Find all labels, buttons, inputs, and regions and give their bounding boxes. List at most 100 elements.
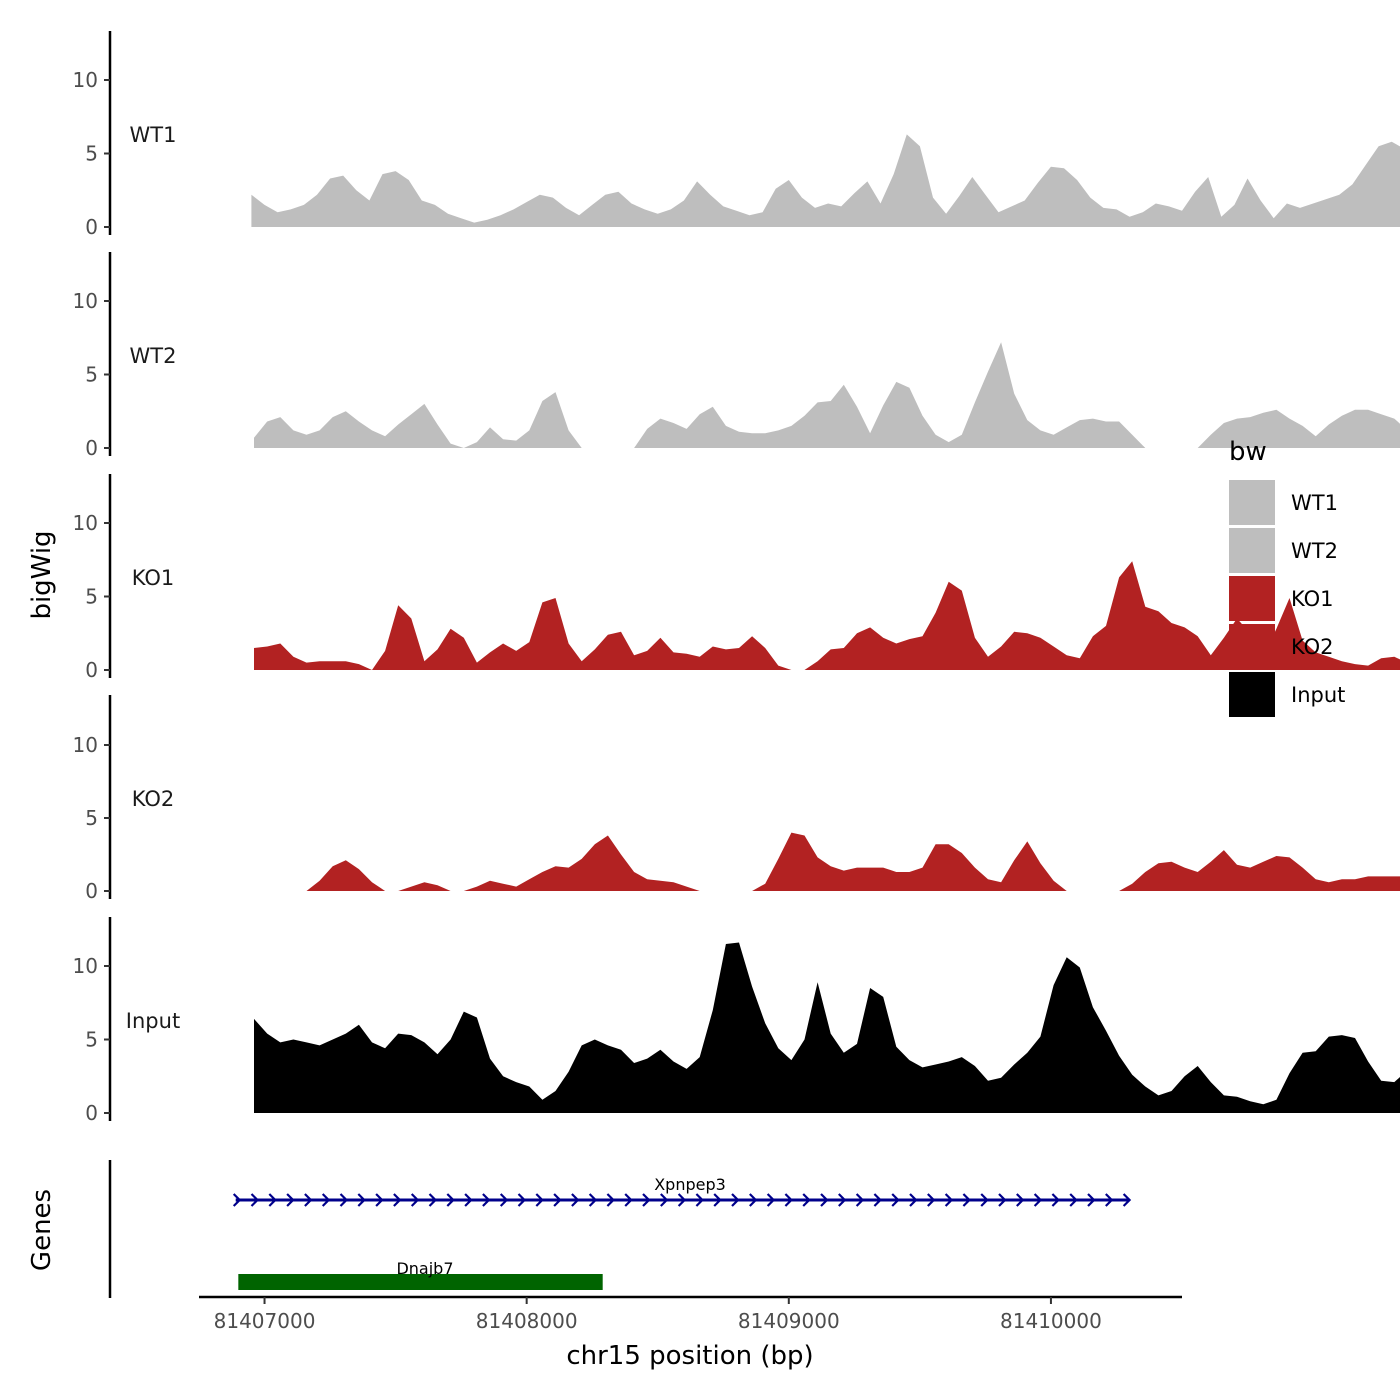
y-tick-label: 0 bbox=[85, 436, 98, 460]
strand-arrow bbox=[642, 1193, 651, 1207]
y-tick-label: 10 bbox=[73, 511, 98, 535]
strand-arrow bbox=[766, 1193, 776, 1207]
y-tick-label: 10 bbox=[73, 954, 98, 978]
strand-arrow bbox=[1033, 1193, 1043, 1207]
strand-arrow bbox=[695, 1193, 704, 1207]
legend-entries: WT1 WT2 KO1 KO2 Input bbox=[1229, 480, 1345, 717]
tracks-layer: 0 5 10 WT1 0 5 10 WT2 0 5 10 KO1 0 5 10 KO2 0 5 10 Input bbox=[73, 31, 1400, 1125]
y-tick-label: 5 bbox=[85, 142, 98, 166]
strand-arrow bbox=[553, 1193, 562, 1207]
strand-arrow bbox=[1087, 1193, 1096, 1207]
x-axis-title: chr15 position (bp) bbox=[566, 1341, 813, 1371]
signal-area-input bbox=[254, 942, 1400, 1113]
strand-arrow bbox=[838, 1193, 847, 1207]
x-tick-label: 81408000 bbox=[476, 1309, 578, 1333]
strand-arrow bbox=[980, 1193, 989, 1207]
signal-area-ko2 bbox=[254, 832, 1400, 891]
track-input: 0 5 10 Input bbox=[73, 917, 1400, 1125]
gene-label-xpnpep3: Xpnpep3 bbox=[654, 1175, 726, 1194]
x-axis: 81407000 81408000 81409000 81410000 bbox=[199, 1295, 1182, 1333]
strand-arrow bbox=[606, 1193, 615, 1207]
x-tick-label: 81410000 bbox=[1000, 1309, 1102, 1333]
strand-arrow bbox=[1105, 1193, 1114, 1207]
strand-arrow bbox=[393, 1193, 402, 1207]
strand-arrow bbox=[891, 1193, 900, 1207]
gene-label-dnajb7: Dnajb7 bbox=[396, 1259, 453, 1278]
track-ko1: 0 5 10 KO1 bbox=[73, 474, 1400, 682]
genes-axis-title: Genes bbox=[27, 1189, 57, 1271]
track-label: KO1 bbox=[132, 566, 175, 590]
legend-key-input bbox=[1229, 672, 1275, 717]
track-label: KO2 bbox=[132, 787, 175, 811]
y-axis-title: bigWig bbox=[27, 530, 57, 619]
legend-key-ko2 bbox=[1229, 624, 1275, 669]
y-tick-label: 10 bbox=[73, 289, 98, 313]
y-tick-label: 10 bbox=[73, 68, 98, 92]
strand-arrow bbox=[944, 1193, 954, 1207]
strand-arrow bbox=[357, 1193, 366, 1207]
x-tick-label: 81409000 bbox=[738, 1309, 840, 1333]
strand-arrow bbox=[624, 1193, 633, 1207]
strand-arrow bbox=[713, 1193, 722, 1207]
strand-arrow bbox=[250, 1193, 260, 1207]
legend-key-wt2 bbox=[1229, 528, 1275, 573]
track-label: Input bbox=[126, 1009, 180, 1033]
strand-arrow bbox=[731, 1193, 740, 1207]
strand-arrow bbox=[749, 1193, 758, 1207]
strand-arrow bbox=[428, 1193, 438, 1207]
legend-key-ko1 bbox=[1229, 576, 1275, 621]
strand-arrow bbox=[998, 1193, 1007, 1207]
strand-arrow bbox=[304, 1193, 313, 1207]
strand-arrow bbox=[927, 1193, 936, 1207]
x-tick-label: 81407000 bbox=[214, 1309, 316, 1333]
strand-arrow bbox=[873, 1193, 882, 1207]
track-wt2: 0 5 10 WT2 bbox=[73, 252, 1400, 460]
legend-label: Input bbox=[1291, 683, 1345, 707]
strand-arrow bbox=[321, 1193, 331, 1207]
strand-arrow bbox=[482, 1193, 491, 1207]
legend-title: bw bbox=[1229, 437, 1267, 467]
strand-arrow bbox=[286, 1193, 295, 1207]
strand-arrow bbox=[268, 1193, 277, 1207]
strand-arrow bbox=[677, 1193, 687, 1207]
strand-arrow bbox=[375, 1193, 384, 1207]
gene-block-dnajb7 bbox=[238, 1274, 603, 1290]
strand-arrow bbox=[571, 1193, 580, 1207]
strand-arrow bbox=[1069, 1193, 1078, 1207]
legend-key-wt1 bbox=[1229, 480, 1275, 525]
strand-arrow bbox=[339, 1193, 349, 1207]
signal-area-wt1 bbox=[251, 134, 1400, 227]
strand-arrow bbox=[962, 1193, 971, 1207]
legend-label: WT2 bbox=[1291, 539, 1338, 563]
track-label: WT1 bbox=[130, 123, 177, 147]
y-tick-label: 5 bbox=[85, 585, 98, 609]
y-tick-label: 0 bbox=[85, 879, 98, 903]
y-tick-label: 10 bbox=[73, 733, 98, 757]
strand-arrow bbox=[909, 1193, 918, 1207]
strand-arrow bbox=[784, 1193, 793, 1207]
y-tick-label: 5 bbox=[85, 363, 98, 387]
track-label: WT2 bbox=[130, 344, 177, 368]
legend-label: WT1 bbox=[1291, 491, 1338, 515]
signal-area-ko1 bbox=[254, 561, 1400, 670]
legend: bw WT1 WT2 KO1 KO2 Input bbox=[1229, 437, 1345, 717]
legend-label: KO2 bbox=[1291, 635, 1334, 659]
genes-layer: Xpnpep3 Dnajb7 bbox=[108, 1160, 1132, 1298]
strand-arrow bbox=[517, 1193, 527, 1207]
strand-arrow bbox=[588, 1193, 598, 1207]
strand-arrow bbox=[855, 1193, 865, 1207]
y-tick-label: 5 bbox=[85, 806, 98, 830]
strand-arrow bbox=[1016, 1193, 1025, 1207]
strand-arrow bbox=[232, 1193, 242, 1207]
strand-arrow bbox=[410, 1193, 420, 1207]
strand-arrow bbox=[820, 1193, 829, 1207]
strand-arrow bbox=[446, 1193, 455, 1207]
strand-arrow bbox=[499, 1193, 509, 1207]
signal-area-wt2 bbox=[254, 342, 1400, 448]
track-ko2: 0 5 10 KO2 bbox=[73, 695, 1400, 903]
strand-arrow bbox=[802, 1193, 811, 1207]
track-wt1: 0 5 10 WT1 bbox=[73, 31, 1400, 239]
strand-arrow bbox=[660, 1193, 669, 1207]
strand-arrow bbox=[1051, 1193, 1060, 1207]
